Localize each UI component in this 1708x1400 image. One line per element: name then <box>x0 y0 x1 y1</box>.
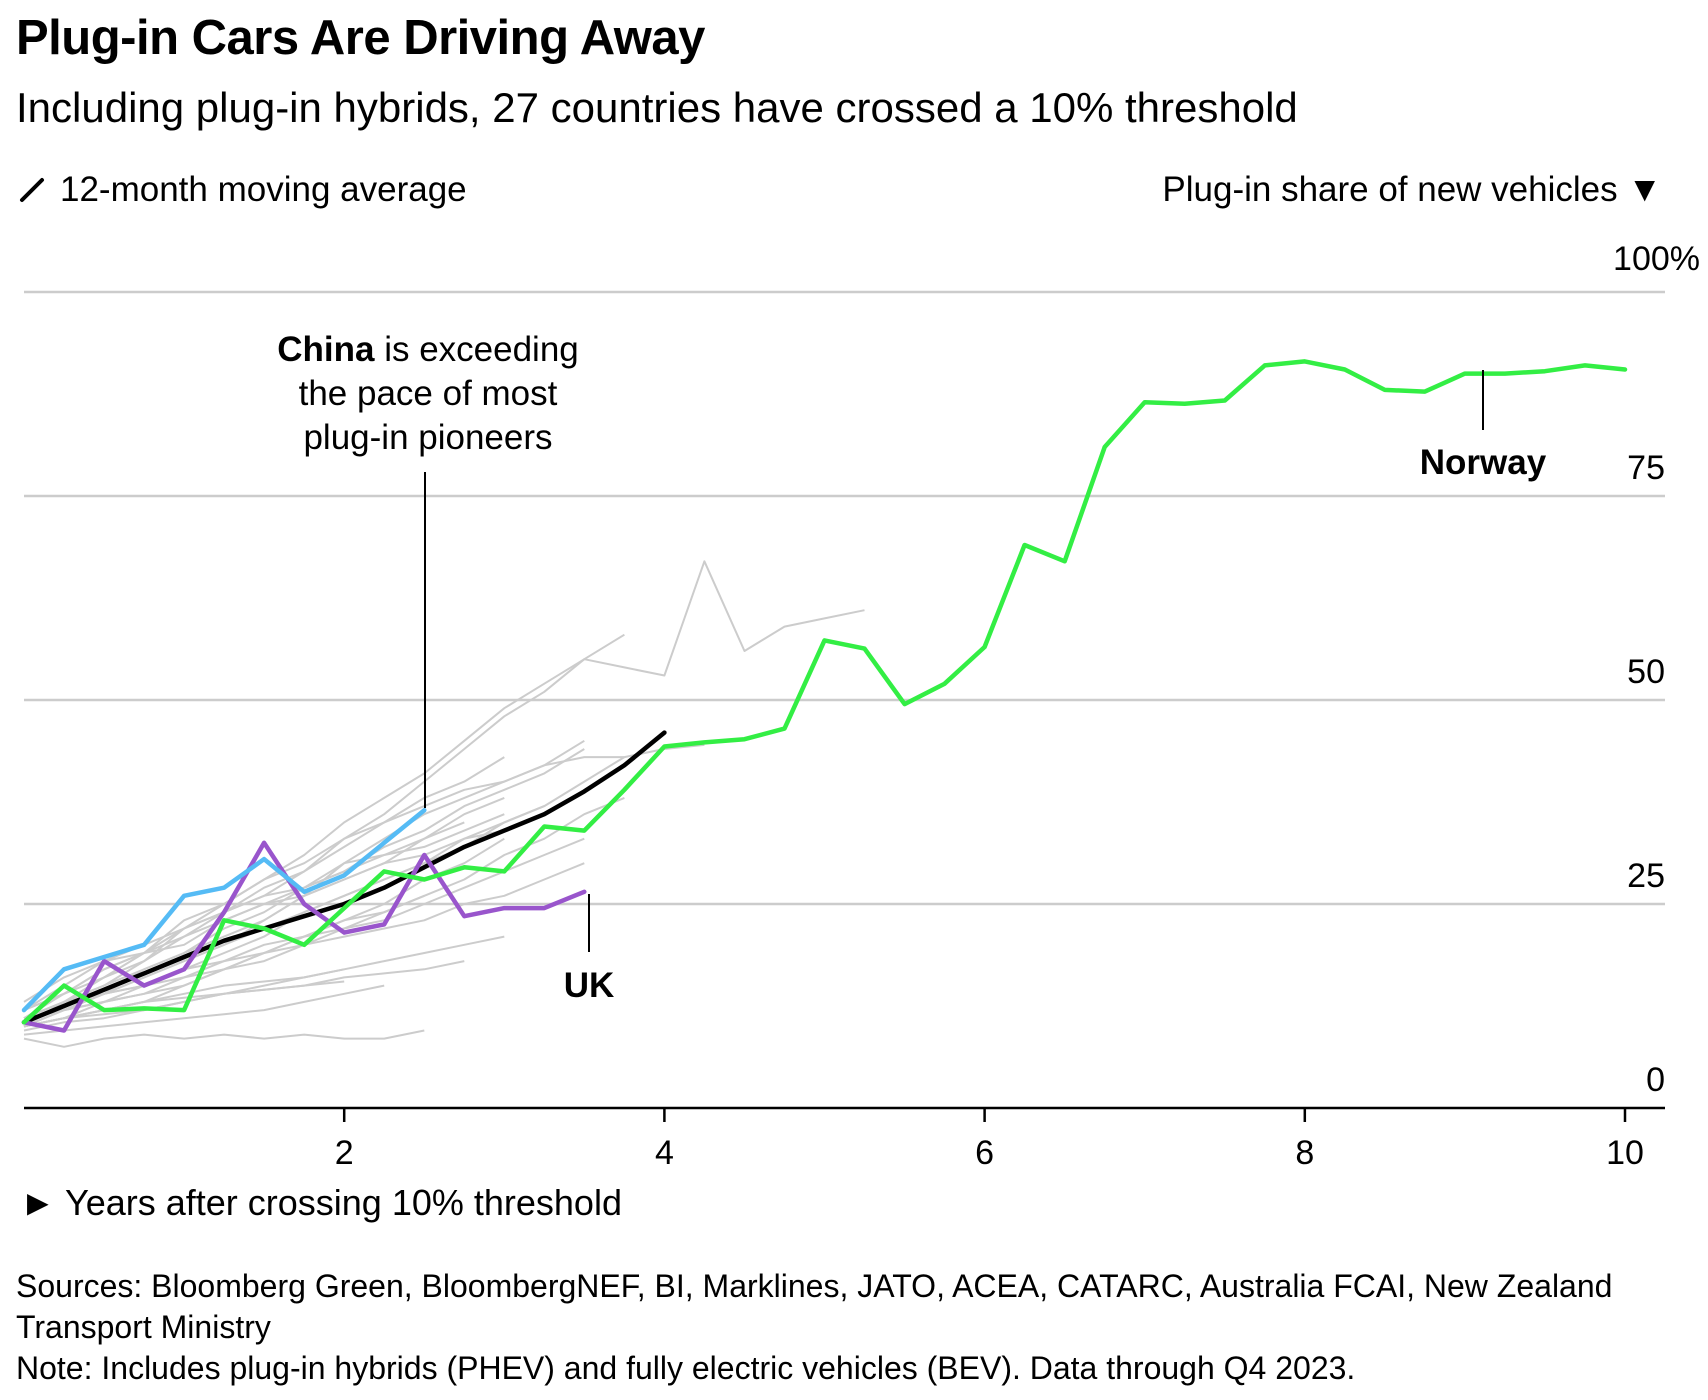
x-axis-title: ► Years after crossing 10% threshold <box>20 1182 622 1223</box>
chart-subtitle: Including plug-in hybrids, 27 countries … <box>16 84 1298 131</box>
other-country-line-16 <box>23 739 585 1012</box>
y-tick-label-75: 75 <box>1627 449 1665 487</box>
legend: 12-month moving average <box>18 170 467 210</box>
legend-line-icon <box>20 178 44 202</box>
grid: 0 25 50 75 100% <box>24 240 1700 1099</box>
annotations: China is exceeding the pace of most plug… <box>277 330 1547 1005</box>
norway-label: Norway <box>1420 443 1547 482</box>
other-country-line-21 <box>23 821 465 1028</box>
other-country-line-23 <box>23 968 345 1028</box>
other-countries-lines <box>23 560 865 1048</box>
china-annotation-line-1: China is exceeding <box>277 330 579 369</box>
china-line <box>21 807 427 1013</box>
legend-label: 12-month moving average <box>60 170 467 209</box>
other-country-line-15 <box>23 1029 425 1048</box>
line-chart: 0 25 50 75 100% 2 4 6 8 10 China is exceeding th… <box>21 240 1700 1172</box>
note-text: Note: Includes plug-in hybrids (PHEV) an… <box>16 1350 1356 1386</box>
x-tick-label-6: 6 <box>975 1134 994 1172</box>
other-country-line-14 <box>23 984 385 1036</box>
other-country-line-11 <box>23 813 545 1011</box>
x-axis: 2 4 6 8 10 <box>24 1106 1665 1172</box>
y-axis-title: Plug-in share of new vehicles ▼ <box>1162 170 1662 209</box>
china-annotation-line-2: the pace of most <box>299 374 558 413</box>
chart-title: Plug-in Cars Are Driving Away <box>16 11 705 65</box>
footer: Sources: Bloomberg Green, BloombergNEF, … <box>16 1266 1676 1389</box>
uk-label: UK <box>564 966 615 1005</box>
y-tick-label-25: 25 <box>1627 857 1665 895</box>
y-tick-label-100: 100% <box>1613 240 1700 278</box>
x-tick-label-2: 2 <box>335 1134 354 1172</box>
y-tick-label-50: 50 <box>1627 653 1665 691</box>
china-annotation-rest: is exceeding <box>374 330 578 369</box>
x-tick-label-8: 8 <box>1295 1134 1314 1172</box>
x-tick-label-10: 10 <box>1606 1134 1644 1172</box>
china-annotation-bold: China <box>277 330 375 369</box>
y-tick-label-0: 0 <box>1646 1061 1665 1099</box>
china-annotation-line-3: plug-in pioneers <box>303 418 552 457</box>
highlighted-lines <box>21 359 1628 1033</box>
sources-text: Sources: Bloomberg Green, BloombergNEF, … <box>16 1268 1613 1345</box>
norway-line <box>21 359 1628 1025</box>
x-tick-label-4: 4 <box>655 1134 674 1172</box>
other-country-line-12 <box>23 935 505 1028</box>
uk-line <box>21 840 587 1033</box>
